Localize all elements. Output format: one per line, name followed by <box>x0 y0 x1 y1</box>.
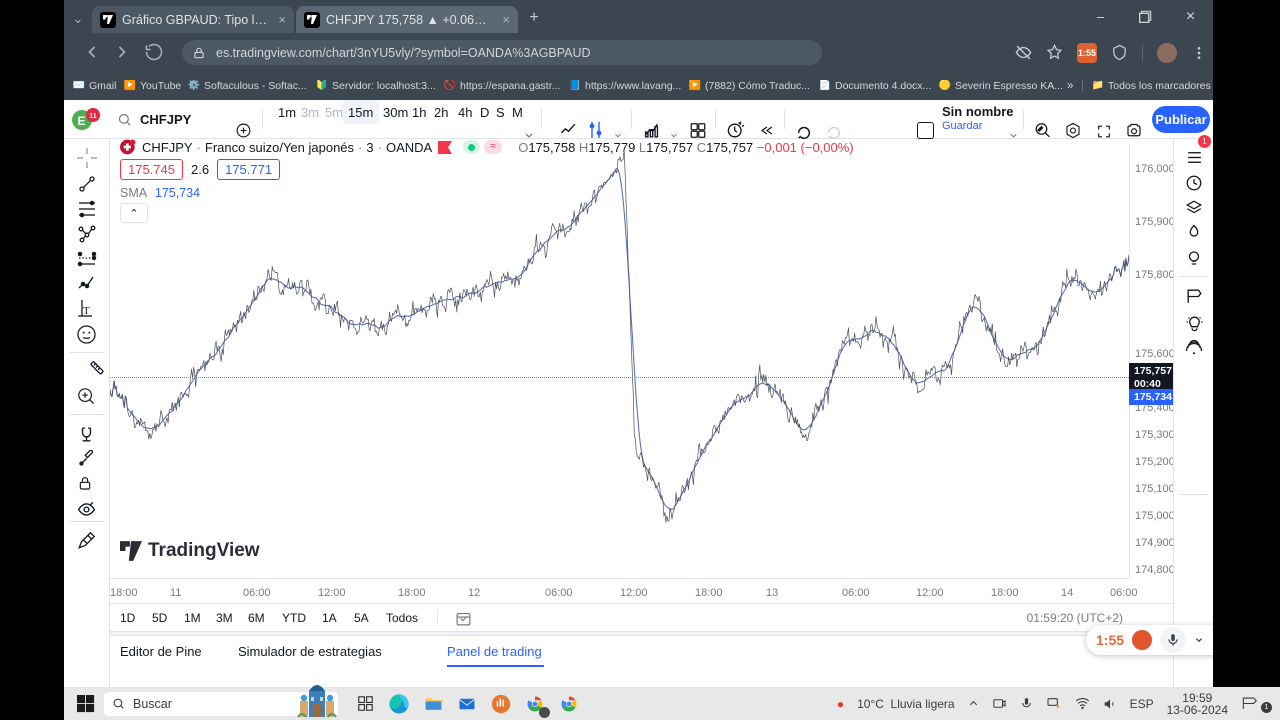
svg-text:11: 11 <box>89 113 97 120</box>
svg-text:E: E <box>77 114 85 128</box>
svg-text:T: T <box>83 305 90 317</box>
